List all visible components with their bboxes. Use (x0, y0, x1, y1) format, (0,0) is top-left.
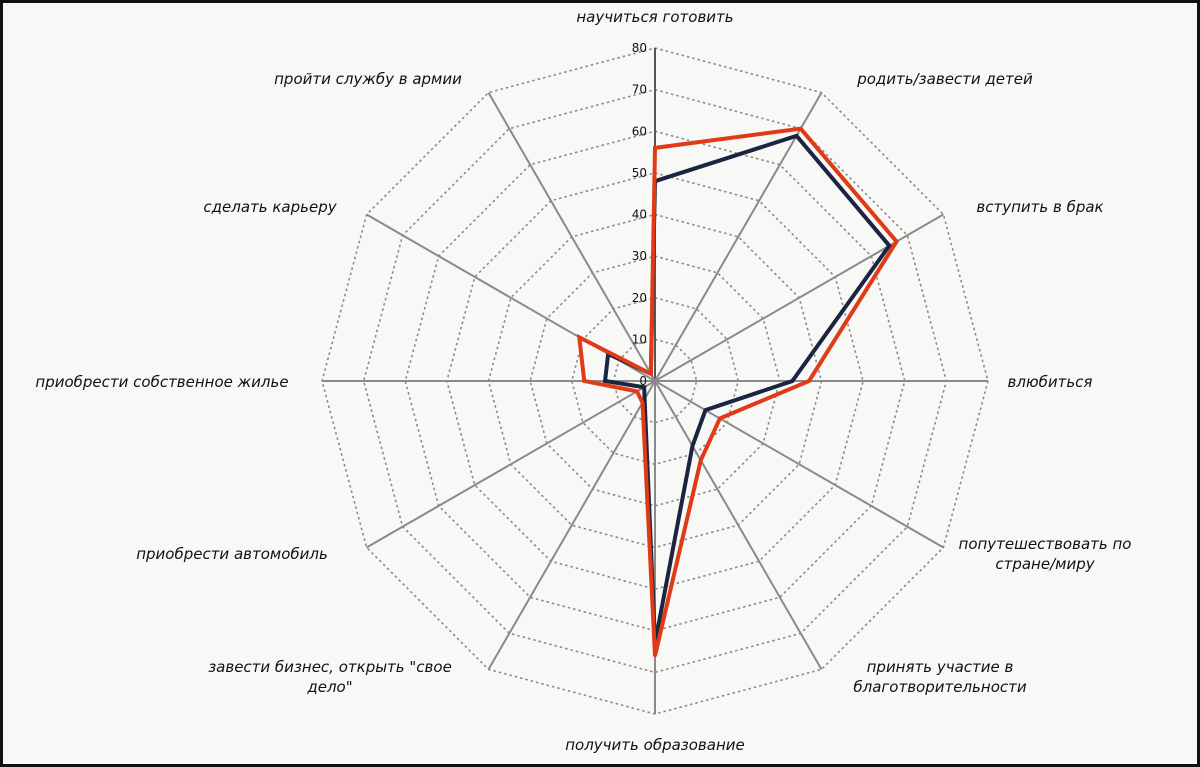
tick-label-0: 0 (639, 374, 647, 388)
category-label-4: попутешествовать по стране/миру (959, 535, 1132, 573)
category-label-7: завести бизнес, открыть "свое дело" (208, 658, 452, 696)
series-1-point-0 (653, 146, 657, 150)
category-label-10: сделать карьеру (203, 198, 337, 216)
series-1-point-11 (649, 372, 653, 376)
series-0-line (602, 133, 892, 644)
series-1-point-3 (807, 379, 811, 383)
axis-spoke-8 (366, 380, 656, 549)
series-1-point-2 (894, 239, 899, 244)
category-label-2: вступить в брак (976, 198, 1103, 216)
tick-label-5: 50 (632, 166, 647, 180)
series-0-point-3 (790, 379, 794, 383)
series-1-line (576, 126, 899, 657)
series-0-point-8 (642, 385, 646, 389)
axis-spoke-1 (654, 92, 823, 382)
tick-label-6: 60 (632, 124, 647, 138)
radar-tick-labels: 0 10 20 30 40 50 60 70 80 (632, 41, 647, 388)
category-label-11: пройти службу в армии (274, 70, 462, 88)
tick-label-1: 10 (632, 332, 647, 346)
series-1-point-7 (640, 401, 645, 405)
series-1-point-6 (653, 654, 657, 658)
series-1-point-8 (635, 389, 639, 394)
axis-spoke-7 (487, 380, 656, 670)
series-0-point-4 (703, 408, 708, 412)
series-0-point-9 (603, 379, 607, 383)
axis-spoke-4 (654, 380, 944, 549)
series-1-point-9 (582, 379, 586, 383)
category-label-5: принять участие в благотворительности (853, 658, 1026, 696)
axis-spoke-5 (654, 380, 823, 670)
radar-series (576, 126, 899, 658)
axis-spoke-2 (654, 213, 944, 382)
series-1-point-4 (718, 416, 722, 421)
radar-axis-labels: научиться готовить родить/завести детей вс… (35, 8, 1131, 754)
tick-label-4: 40 (632, 208, 647, 222)
category-label-9: приобрести собственное жилье (35, 373, 288, 391)
tick-label-2: 20 (632, 291, 647, 305)
series-1-point-1 (799, 127, 803, 131)
tick-label-3: 30 (632, 249, 647, 263)
axis-spoke-11 (487, 92, 656, 382)
tick-label-8: 80 (632, 41, 647, 55)
series-0-point-2 (887, 244, 891, 248)
category-label-8: приобрести автомобиль (136, 545, 328, 563)
category-label-3: влюбиться (1008, 373, 1093, 391)
category-label-6: получить образование (565, 736, 745, 754)
series-1-point-5 (699, 458, 703, 462)
series-0-point-7 (642, 397, 647, 401)
series-0-point-5 (690, 444, 695, 448)
series-1-point-10 (577, 335, 581, 339)
category-label-1: родить/завести детей (856, 70, 1033, 88)
category-label-0: научиться готовить (576, 8, 733, 26)
tick-label-7: 70 (632, 83, 647, 97)
series-0-point-1 (794, 134, 799, 138)
